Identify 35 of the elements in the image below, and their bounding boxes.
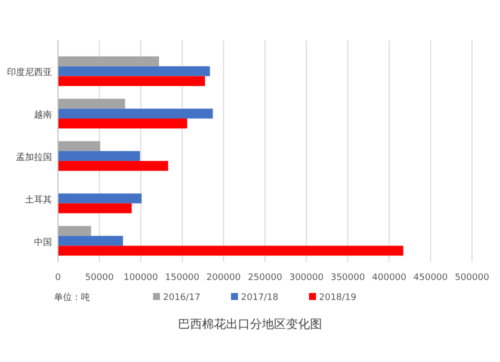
legend-label: 2018/19 <box>319 293 357 303</box>
x-tick-label: 500000 <box>454 273 490 283</box>
bar <box>58 56 160 66</box>
bar <box>58 66 210 76</box>
bar <box>58 141 100 152</box>
legend-label: 2017/18 <box>241 293 279 303</box>
x-tick-label: 300000 <box>289 273 324 283</box>
x-tick-label: 450000 <box>413 273 448 283</box>
bar <box>58 76 205 86</box>
bar <box>58 108 213 119</box>
bar <box>58 118 188 128</box>
y-tick-label: 越南 <box>34 110 52 121</box>
x-tick-label: 100000 <box>124 273 158 283</box>
bar <box>58 193 142 204</box>
bar <box>58 246 404 256</box>
bar <box>58 98 126 109</box>
x-tick-label: 350000 <box>330 273 366 283</box>
y-tick-label: 中国 <box>34 236 52 248</box>
bar <box>58 236 123 246</box>
legend-label: 2016/17 <box>163 293 200 303</box>
x-tick-label: 0 <box>55 273 62 283</box>
x-tick-label: 150000 <box>165 273 200 283</box>
text: 单位：吨 <box>54 292 90 303</box>
text: 巴西棉花出口分地区变化图 <box>178 317 322 331</box>
bar <box>58 160 168 171</box>
x-tick-label: 250000 <box>248 273 282 283</box>
x-tick-label: 400000 <box>372 273 407 283</box>
y-tick-label: 孟加拉国 <box>16 152 52 163</box>
bar <box>58 203 132 214</box>
y-tick-label: 印度尼西亚 <box>7 67 52 78</box>
x-tick-label: 50000 <box>85 273 114 283</box>
bar <box>58 151 140 161</box>
x-tick-label: 200000 <box>206 273 242 283</box>
y-tick-label: 土耳其 <box>25 194 52 206</box>
bar <box>58 226 92 236</box>
